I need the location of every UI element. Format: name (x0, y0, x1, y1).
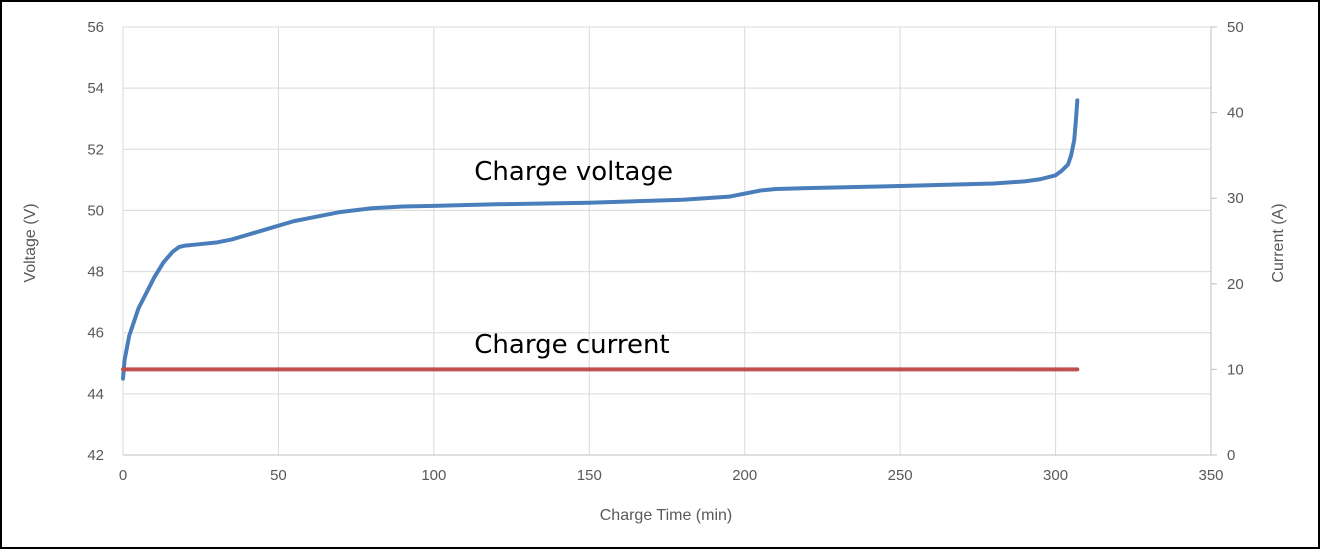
series-lines (121, 98, 1080, 381)
x-tick-label: 250 (888, 467, 913, 484)
current-axis-ticks: 0 10 20 30 40 50 (1211, 19, 1244, 464)
y2-tick-label: 0 (1227, 447, 1235, 464)
y-tick-label: 52 (87, 141, 104, 158)
y-tick-label: 46 (87, 325, 104, 342)
y2-tick-label: 20 (1227, 276, 1244, 293)
y-tick-label: 42 (87, 447, 104, 464)
y-tick-label: 50 (87, 202, 104, 219)
y2-tick-label: 50 (1227, 19, 1244, 36)
voltage-axis-ticks: 42 44 46 48 50 52 54 56 (87, 19, 104, 464)
x-tick-label: 50 (270, 467, 287, 484)
y2-tick-label: 30 (1227, 190, 1244, 207)
y-tick-label: 48 (87, 264, 104, 281)
x-tick-label: 350 (1198, 467, 1223, 484)
grid-lines (122, 26, 1212, 456)
x-tick-label: 100 (421, 467, 446, 484)
x-tick-label: 0 (119, 467, 127, 484)
y-tick-label: 54 (87, 80, 104, 97)
annotation-charge-voltage: Charge voltage (474, 157, 673, 187)
voltage-series-line (121, 98, 1080, 381)
x-tick-label: 150 (577, 467, 602, 484)
x-tick-label: 300 (1043, 467, 1068, 484)
plot-area-border (122, 27, 1212, 456)
time-axis-ticks: 0 50 100 150 200 250 300 350 (119, 467, 1224, 484)
y-tick-label: 56 (87, 19, 104, 36)
x-tick-label: 200 (732, 467, 757, 484)
annotations: Charge voltage Charge current (474, 157, 673, 360)
x-axis-title: Charge Time (min) (600, 507, 732, 524)
y2-tick-label: 40 (1227, 105, 1244, 122)
y-tick-label: 44 (87, 386, 104, 403)
y-axis-title: Voltage (V) (22, 203, 39, 282)
y2-axis-title: Current (A) (1270, 203, 1287, 282)
annotation-charge-current: Charge current (474, 330, 669, 360)
y2-tick-label: 10 (1227, 361, 1244, 378)
